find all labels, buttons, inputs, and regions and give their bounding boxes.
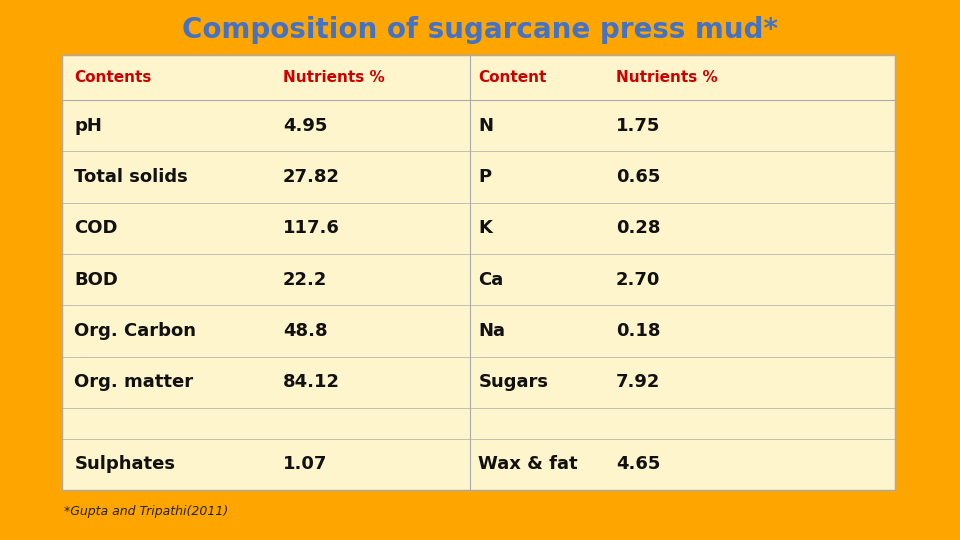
Text: 4.65: 4.65 xyxy=(616,455,660,474)
Text: *Gupta and Tripathi(2011): *Gupta and Tripathi(2011) xyxy=(64,505,228,518)
Text: Sugars: Sugars xyxy=(478,373,548,392)
Text: 84.12: 84.12 xyxy=(283,373,340,392)
Text: 4.95: 4.95 xyxy=(283,117,327,134)
Text: 27.82: 27.82 xyxy=(283,168,340,186)
Text: Contents: Contents xyxy=(75,70,152,85)
Text: 7.92: 7.92 xyxy=(616,373,660,392)
Text: Org. Carbon: Org. Carbon xyxy=(75,322,197,340)
Text: K: K xyxy=(478,219,492,237)
Text: Ca: Ca xyxy=(478,271,504,288)
Text: 0.65: 0.65 xyxy=(616,168,660,186)
Text: N: N xyxy=(478,117,493,134)
Text: Nutrients %: Nutrients % xyxy=(283,70,385,85)
Text: COD: COD xyxy=(75,219,118,237)
Text: 48.8: 48.8 xyxy=(283,322,327,340)
Text: 2.70: 2.70 xyxy=(616,271,660,288)
Text: Sulphates: Sulphates xyxy=(75,455,176,474)
Text: 1.07: 1.07 xyxy=(283,455,327,474)
Bar xyxy=(62,55,895,490)
Text: BOD: BOD xyxy=(75,271,118,288)
Text: pH: pH xyxy=(75,117,103,134)
Text: P: P xyxy=(478,168,492,186)
Text: Total solids: Total solids xyxy=(75,168,188,186)
Text: 0.18: 0.18 xyxy=(616,322,660,340)
Text: Nutrients %: Nutrients % xyxy=(616,70,718,85)
Text: 22.2: 22.2 xyxy=(283,271,327,288)
Text: Content: Content xyxy=(478,70,547,85)
Bar xyxy=(62,55,895,490)
Text: Composition of sugarcane press mud*: Composition of sugarcane press mud* xyxy=(182,16,778,44)
Text: Wax & fat: Wax & fat xyxy=(478,455,578,474)
Text: 1.75: 1.75 xyxy=(616,117,660,134)
Text: Na: Na xyxy=(478,322,506,340)
Text: 117.6: 117.6 xyxy=(283,219,340,237)
Text: Org. matter: Org. matter xyxy=(75,373,194,392)
Text: 0.28: 0.28 xyxy=(616,219,660,237)
